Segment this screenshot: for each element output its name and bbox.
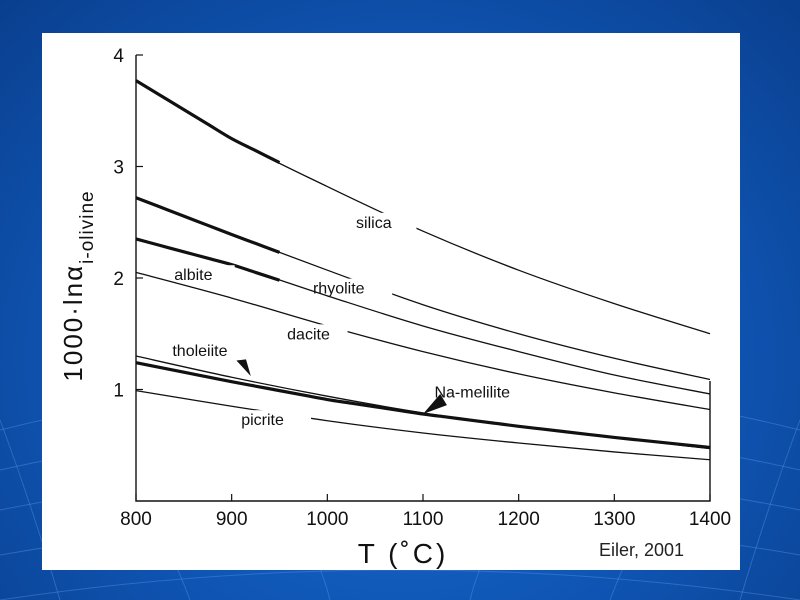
series-label-dacite: dacite	[287, 326, 330, 343]
y-tick-label: 1	[113, 381, 124, 402]
figure-panel: 800 900 1000 1100 1200 1300 1400 1 2 3 4 T (˚C) 1000…	[42, 33, 740, 570]
series-label-tholeiite: tholeiite	[172, 343, 227, 360]
series-line-dacite	[135, 271, 711, 411]
series-line-picrite	[135, 389, 711, 461]
series-label-bg	[430, 382, 542, 403]
y-tick-label: 4	[113, 46, 124, 67]
line-chart: 800 900 1000 1100 1200 1300 1400 1 2 3 4 T (˚C) 1000…	[58, 46, 731, 569]
x-tick-label: 800	[120, 509, 152, 530]
tholeiite-arrow	[236, 359, 251, 377]
x-tick-label: 1300	[593, 509, 635, 530]
na-melilite-arrow	[423, 393, 447, 415]
series-label-bg	[352, 212, 417, 233]
y-axis-label: 1000·lnαi-olivine	[58, 190, 98, 381]
series-line-tholeiite	[135, 355, 711, 450]
series-label-bg	[308, 278, 393, 299]
x-tick-label: 1100	[403, 509, 444, 530]
y-tick-label: 3	[113, 158, 124, 179]
x-tick-label: 1000	[306, 509, 348, 530]
series-label-silica: silica	[356, 215, 392, 232]
series-label-bg	[283, 324, 348, 345]
series-label-na-melilite: Na-melilite	[434, 384, 510, 401]
series-label-rhyolite: rhyolite	[313, 281, 365, 298]
series-label-bg	[237, 410, 312, 431]
series-label-bg	[168, 341, 261, 362]
series-label-bg	[170, 265, 235, 286]
x-axis-label: T (˚C)	[358, 538, 449, 569]
x-tick-label: 900	[216, 509, 248, 530]
series-line-heavy-albite	[135, 237, 280, 282]
y-tick-label: 2	[113, 269, 124, 290]
x-tick-label: 1200	[498, 509, 540, 530]
figure-credit: Eiler, 2001	[599, 540, 685, 560]
series-line-heavy-rhyolite	[135, 196, 281, 254]
series-label-picrite: picrite	[241, 412, 284, 429]
series-label-albite: albite	[174, 267, 212, 284]
x-tick-label: 1400	[689, 509, 731, 530]
series-line-heavy-silica	[135, 79, 281, 165]
